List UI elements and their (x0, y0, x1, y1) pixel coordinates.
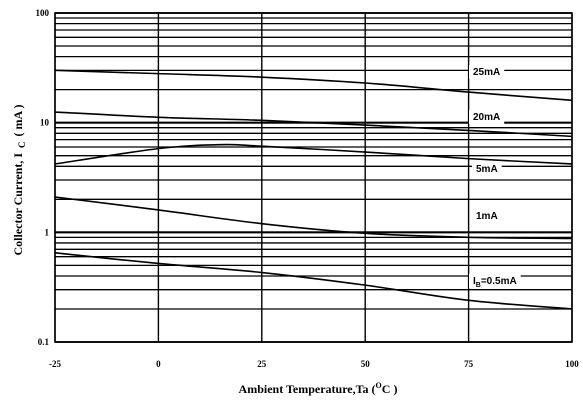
curve-0.5mA (54, 252, 573, 310)
x-tick-label: 0 (156, 359, 161, 369)
curve-label-text: 5mA (476, 164, 498, 175)
curve-label-text: 25mA (473, 67, 500, 78)
curve-label-text: 1mA (476, 211, 498, 222)
x-tick-label: 75 (464, 359, 474, 369)
curve-label-3: 1mA (472, 209, 502, 223)
curve-25mA (54, 69, 573, 102)
x-tick-label: 50 (361, 359, 371, 369)
grid (54, 12, 573, 343)
x-tick-label: 100 (565, 359, 579, 369)
curve-label-4: IB=0.5mA (469, 274, 521, 289)
tick-labels: -25 0 25 50 75 100 0.1 1 10 100 (36, 8, 580, 369)
curve-label-bg (469, 110, 505, 124)
y-tick-label: 0.1 (38, 337, 50, 347)
curve-label-2: 5mA (472, 162, 502, 176)
curve-label-bg (469, 274, 521, 288)
x-tick-label: -25 (49, 359, 61, 369)
x-tick-label: 25 (257, 359, 267, 369)
curve-1mA (54, 196, 573, 240)
curve-label-bg (472, 162, 502, 176)
y-tick-label: 1 (45, 227, 50, 237)
x-axis-title: Ambient Temperature,Ta (OC ) (239, 381, 398, 396)
curve-label-text: IB=0.5mA (473, 276, 517, 289)
curve-labels: 25mA 20mA 5mA 1mA IB=0.5mA (469, 65, 521, 289)
curve-label-bg (469, 65, 505, 79)
y-tick-label: 100 (36, 8, 50, 18)
y-tick-label: 10 (40, 118, 50, 128)
plot-frame (54, 12, 573, 343)
curve-5mA (54, 143, 573, 165)
curve-label-bg (472, 209, 502, 223)
curve-20mA (54, 111, 573, 138)
curve-label-0: 25mA (469, 65, 505, 79)
curve-label-1: 20mA (469, 110, 505, 124)
curve-label-text: 20mA (473, 112, 500, 123)
curves (54, 69, 573, 310)
y-axis-title: Collector Current, IC( mA ) (11, 104, 27, 255)
